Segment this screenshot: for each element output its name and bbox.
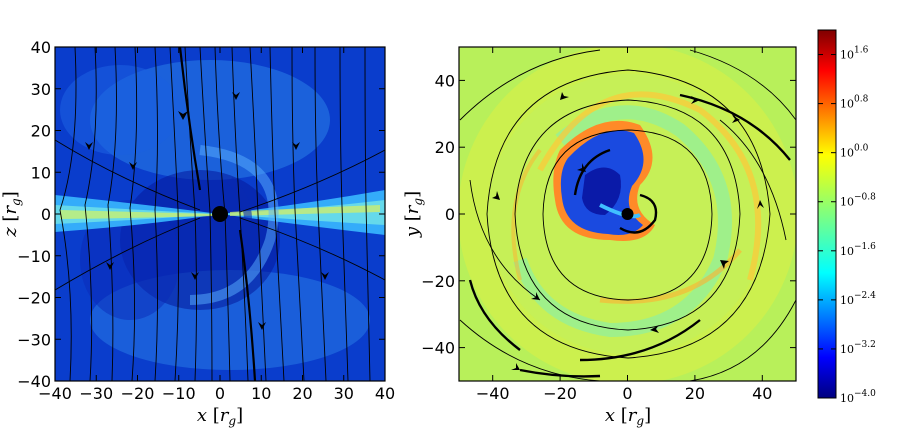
left-strong-streamlines — [178, 47, 257, 381]
right-black-hole — [621, 208, 634, 220]
colorbar-tick-label: 101.6 — [840, 46, 869, 62]
left-black-hole — [212, 206, 228, 222]
colorbar-tick-label: 10−3.2 — [840, 340, 876, 356]
left-y-tick-label: 10 — [31, 163, 51, 182]
left-streamlines — [55, 47, 385, 381]
colorbar-tick-label: 10−0.8 — [840, 193, 876, 209]
right-x-tick-label: 40 — [752, 384, 772, 403]
right-x-tick-label: 20 — [685, 384, 705, 403]
colorbar-gradient — [818, 30, 836, 398]
left-arrowheads — [85, 92, 329, 330]
right-x-tick-label: 0 — [622, 384, 632, 403]
colorbar-tick-label: 100.0 — [840, 144, 869, 160]
left-x-tick-label: 10 — [251, 384, 271, 403]
colorbar-tick-label: 10−2.4 — [840, 291, 876, 307]
left-x-tick-label: −20 — [121, 384, 155, 403]
colorbar: 101.6 100.8 100.0 10−0.8 10−1.6 10−2.4 10−3.2 1… — [817, 29, 876, 405]
left-y-tick-label: 40 — [31, 38, 51, 57]
right-x-axis-label: x [rg] — [605, 405, 651, 428]
left-x-tick-label: 0 — [215, 384, 225, 403]
colorbar-tick-label: 10−1.6 — [840, 242, 876, 258]
right-streamlines — [459, 49, 796, 381]
right-y-tick-label: −20 — [421, 272, 455, 291]
left-y-tick-label: −40 — [17, 372, 51, 391]
left-y-tick-label: −10 — [17, 247, 51, 266]
left-x-tick-label: −40 — [38, 384, 72, 403]
left-x-tick-label: 40 — [375, 384, 395, 403]
colorbar-tick-label: 10−4.0 — [840, 389, 876, 405]
left-x-tick-label: −10 — [162, 384, 196, 403]
colorbar-frame — [817, 29, 837, 399]
right-axis-ticks: −40 −20 0 20 40 −40 −20 0 20 40 — [421, 47, 796, 403]
right-x-tick-label: −40 — [476, 384, 510, 403]
left-x-tick-label: −30 — [79, 384, 113, 403]
left-x-tick-label: 30 — [334, 384, 354, 403]
left-axis-ticks: −40 −30 −20 −10 0 10 20 30 40 −40 −30 −20 −10 0 10 20 30… — [17, 38, 395, 403]
colorbar-tick-label: 100.8 — [840, 95, 869, 111]
left-y-tick-label: −20 — [17, 289, 51, 308]
left-x-tick-label: 20 — [292, 384, 312, 403]
right-strong-streamlines — [468, 93, 791, 378]
left-x-axis-label: x [rg] — [197, 405, 243, 428]
right-y-tick-label: 40 — [435, 71, 455, 90]
left-panel-xz: −40 −30 −20 −10 0 10 20 30 40 −40 −30 −20 −10 0 10 20 30… — [0, 38, 395, 428]
left-heatmap — [55, 47, 385, 381]
colorbar-ticks: 101.6 100.8 100.0 10−0.8 10−1.6 10−2.4 10−3.2 1… — [818, 46, 876, 405]
right-x-tick-label: −20 — [543, 384, 577, 403]
left-y-tick-label: 20 — [31, 122, 51, 141]
right-y-tick-label: −40 — [421, 339, 455, 358]
right-panel-xy: −40 −20 0 20 40 −40 −20 0 20 40 x [rg] y [rg] — [402, 46, 797, 428]
left-y-tick-label: 0 — [41, 205, 51, 224]
right-y-axis-label: y [rg] — [402, 191, 425, 238]
right-y-tick-label: 20 — [435, 138, 455, 157]
left-y-tick-label: −30 — [17, 330, 51, 349]
right-arrowheads — [492, 92, 764, 370]
left-y-axis-label: z [rg] — [0, 191, 23, 238]
left-y-tick-label: 30 — [31, 80, 51, 99]
right-y-tick-label: 0 — [445, 205, 455, 224]
